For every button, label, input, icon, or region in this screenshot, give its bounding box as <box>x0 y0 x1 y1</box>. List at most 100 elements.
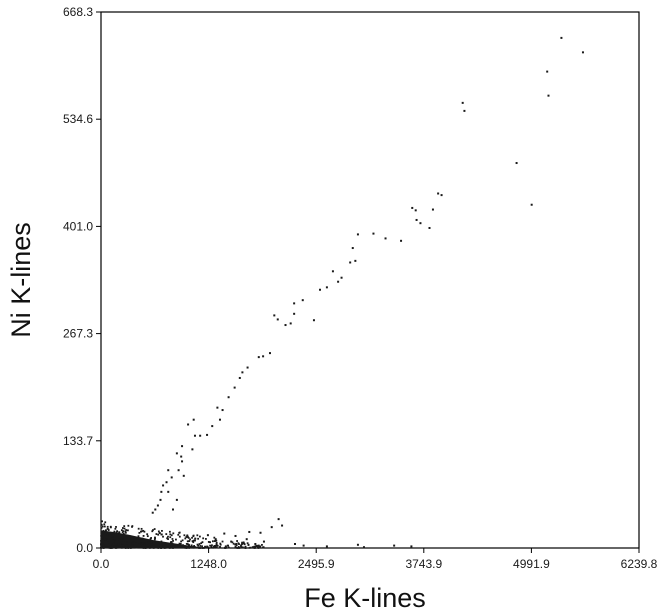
cluster-point <box>107 541 110 544</box>
cluster-point <box>186 535 189 538</box>
cluster-point <box>256 544 258 547</box>
scatter-point <box>411 206 414 209</box>
cluster-point <box>242 546 244 549</box>
cluster-point <box>202 537 205 540</box>
scatter-point <box>162 484 165 487</box>
cluster-point <box>120 538 123 540</box>
cluster-point <box>141 537 144 540</box>
scatter-point <box>206 433 209 436</box>
cluster-point <box>170 546 173 549</box>
cluster-point <box>143 530 146 533</box>
cluster-point <box>169 536 172 539</box>
scatter-point <box>419 222 422 225</box>
scatter-point <box>437 192 440 195</box>
cluster-point <box>213 544 216 547</box>
cluster-point <box>236 547 239 549</box>
scatter-point <box>159 498 162 501</box>
cluster-point <box>185 542 188 545</box>
cluster-point <box>249 546 252 549</box>
cluster-point <box>112 543 115 546</box>
cluster-point <box>102 531 105 534</box>
cluster-point <box>215 546 218 549</box>
x-tick-label: 0.0 <box>93 557 110 571</box>
cluster-point <box>234 546 237 549</box>
cluster-point <box>210 545 213 548</box>
cluster-point <box>257 544 260 547</box>
scatter-point <box>337 280 340 283</box>
scatter-point <box>262 355 265 358</box>
cluster-point <box>100 537 103 540</box>
scatter-point <box>193 434 196 437</box>
cluster-point <box>148 547 151 549</box>
cluster-point <box>209 544 211 547</box>
scatter-point <box>233 386 236 389</box>
cluster-point <box>171 543 174 546</box>
cluster-point <box>109 525 112 528</box>
cluster-point <box>109 544 112 546</box>
cluster-point <box>227 546 230 549</box>
cluster-point <box>100 545 103 548</box>
cluster-point <box>162 545 165 548</box>
cluster-point <box>117 543 120 546</box>
y-axis-title: Ni K-lines <box>6 222 36 338</box>
y-tick-label: 668.3 <box>63 5 93 19</box>
scatter-point <box>581 51 584 54</box>
cluster-point <box>118 539 121 542</box>
cluster-point <box>213 536 216 539</box>
x-axis-ticks: 0.0 1248.0 2495.9 3743.9 4991.9 6239.8 <box>93 548 658 571</box>
cluster-point <box>122 541 125 543</box>
cluster-point <box>238 543 240 546</box>
scatter-point <box>410 545 413 548</box>
cluster-point <box>182 544 184 547</box>
scatter-point <box>154 508 157 511</box>
scatter-point <box>175 498 178 501</box>
cluster-point <box>125 542 128 545</box>
cluster-point <box>115 531 118 534</box>
cluster-point <box>224 545 227 548</box>
cluster-point <box>189 538 191 541</box>
cluster-point <box>140 530 143 533</box>
scatter-point <box>276 318 279 321</box>
cluster-point <box>200 542 203 545</box>
cluster-point <box>102 547 105 549</box>
cluster-point <box>240 546 243 549</box>
cluster-point <box>188 545 191 548</box>
cluster-point <box>199 547 202 549</box>
scatter-point <box>221 409 224 412</box>
x-tick-label: 2495.9 <box>298 557 335 571</box>
cluster-point <box>154 537 156 540</box>
cluster-point <box>201 545 203 548</box>
cluster-point <box>116 546 119 549</box>
scatter-point <box>238 376 241 379</box>
cluster-point <box>126 541 128 543</box>
scatter-point <box>428 226 431 229</box>
cluster-point <box>171 542 174 545</box>
cluster-point <box>166 546 169 549</box>
scatter-point <box>206 534 209 537</box>
cluster-point <box>115 545 117 547</box>
cluster-point <box>122 544 125 547</box>
cluster-point <box>211 544 213 547</box>
cluster-point <box>105 546 108 548</box>
cluster-point <box>123 527 126 530</box>
scatter-point <box>257 356 260 359</box>
scatter-point <box>248 530 251 533</box>
cluster-point <box>167 538 169 540</box>
cluster-point <box>102 544 105 547</box>
cluster-point <box>188 540 191 542</box>
cluster-point <box>141 542 144 545</box>
cluster-point <box>127 546 130 549</box>
cluster-point <box>236 540 238 542</box>
scatter-point <box>227 396 230 399</box>
cluster-point <box>110 537 113 540</box>
cluster-point <box>120 546 123 549</box>
cluster-point <box>131 544 134 547</box>
scatter-point <box>356 543 359 546</box>
cluster-point <box>207 541 210 543</box>
scatter-point <box>354 259 357 262</box>
cluster-point <box>131 536 134 539</box>
cluster-point <box>100 533 103 536</box>
cluster-point <box>212 545 215 548</box>
scatter-point <box>349 261 352 264</box>
cluster-point <box>104 538 107 541</box>
